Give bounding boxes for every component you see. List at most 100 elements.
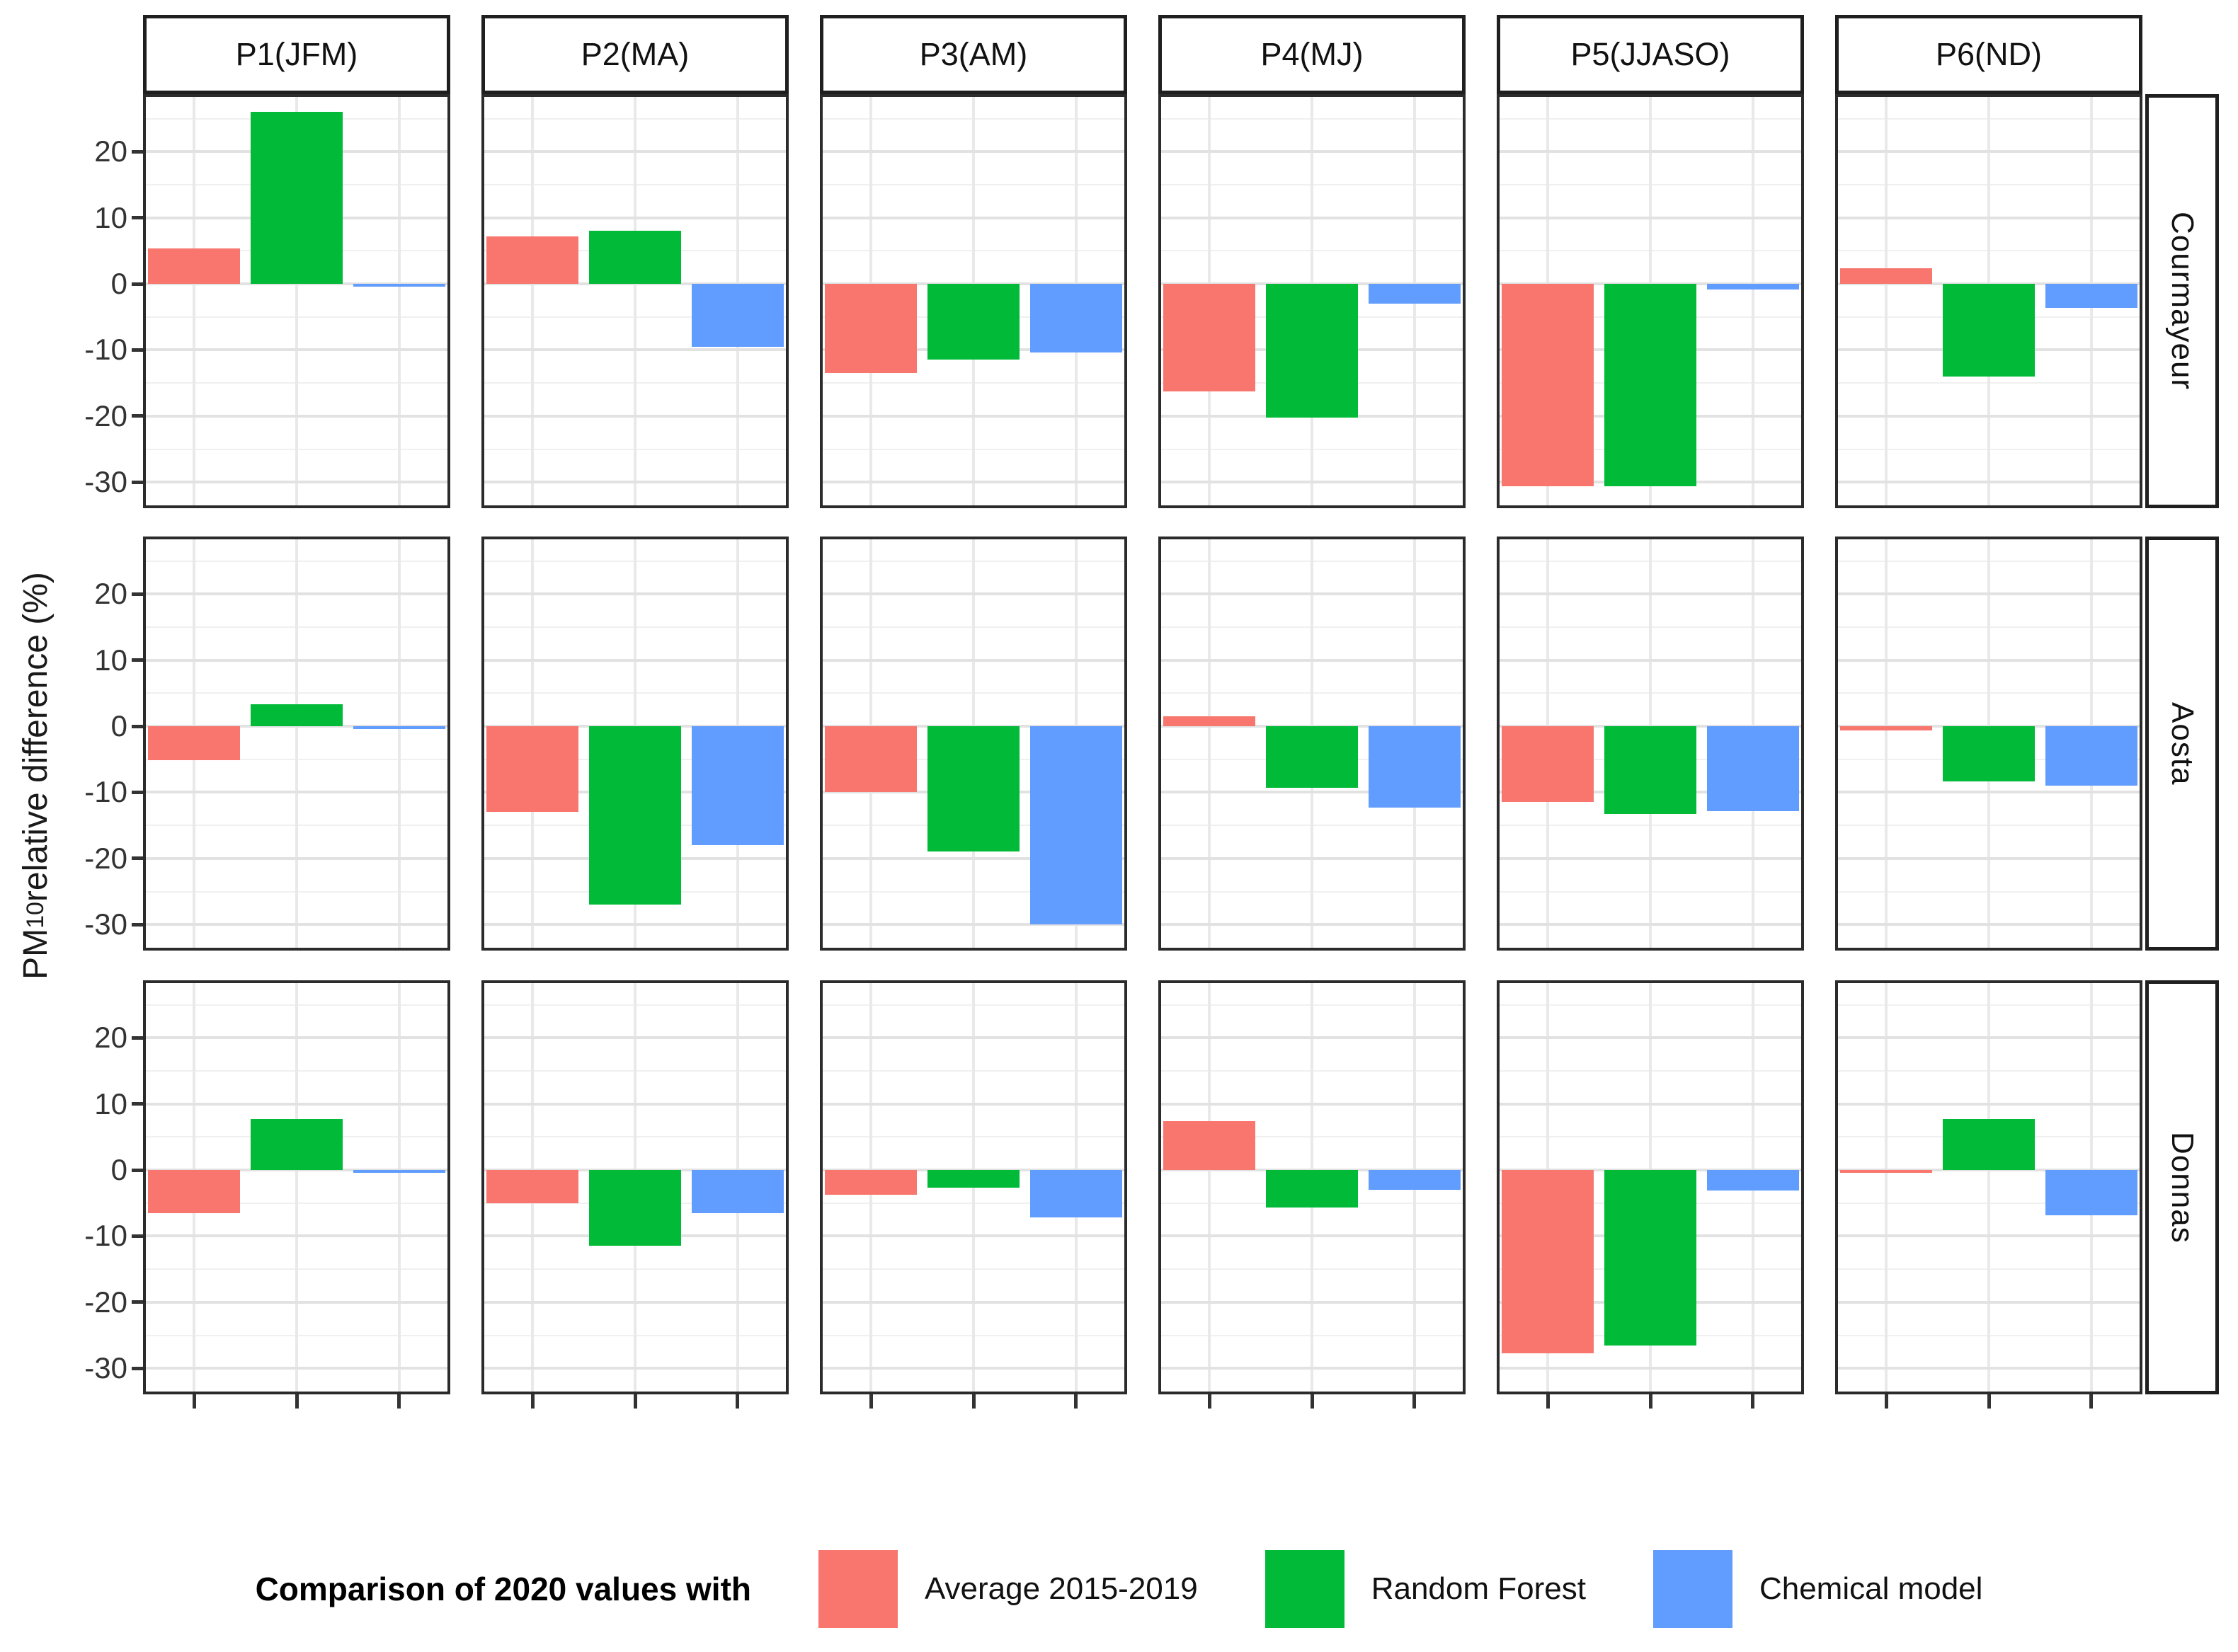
bar-average-2015-2019	[1163, 1121, 1255, 1170]
vertical-gridline	[398, 983, 401, 1392]
panel-donnas-p6-nd	[1835, 980, 2142, 1394]
major-gridline	[1838, 659, 2140, 662]
bar-chemical-model	[353, 284, 445, 287]
major-gridline	[1161, 1036, 1463, 1039]
major-gridline	[146, 1036, 447, 1039]
major-gridline	[484, 217, 786, 219]
major-gridline	[1161, 592, 1463, 595]
y-tick-mark	[132, 1367, 143, 1370]
x-tick-mark	[1311, 1394, 1314, 1409]
major-gridline	[1838, 592, 2140, 595]
x-tick-mark	[869, 1394, 873, 1409]
major-gridline	[484, 1103, 786, 1106]
major-gridline	[146, 857, 447, 860]
major-gridline	[1838, 1367, 2140, 1370]
major-gridline	[823, 923, 1124, 926]
panel-donnas-p2-ma	[481, 980, 789, 1394]
bar-chemical-model	[692, 726, 784, 845]
legend-label: Random Forest	[1371, 1571, 1586, 1606]
y-tick-mark	[132, 282, 143, 286]
facet-row-strip-aosta: Aosta	[2145, 537, 2219, 951]
x-tick-mark	[531, 1394, 535, 1409]
panel-aosta-p2-ma	[481, 537, 789, 951]
bar-random-forest	[251, 1119, 343, 1170]
bar-chemical-model	[1030, 726, 1122, 924]
y-tick-mark	[132, 592, 143, 596]
major-gridline	[484, 659, 786, 662]
major-gridline	[1838, 1301, 2140, 1304]
legend-label: Average 2015-2019	[924, 1571, 1198, 1606]
major-gridline	[146, 1234, 447, 1237]
major-gridline	[823, 659, 1124, 662]
major-gridline	[484, 592, 786, 595]
major-gridline	[1161, 217, 1463, 219]
major-gridline	[1500, 659, 1801, 662]
major-gridline	[146, 1103, 447, 1106]
bar-random-forest	[1943, 284, 2035, 377]
major-gridline	[1838, 1169, 2140, 1171]
y-tick-mark	[132, 1300, 143, 1304]
vertical-gridline	[1208, 983, 1211, 1392]
y-tick-label: 0	[110, 267, 127, 300]
panel-donnas-p3-am	[820, 980, 1127, 1394]
major-gridline	[1500, 1103, 1801, 1106]
bar-average-2015-2019	[1840, 268, 1932, 284]
panel-courmayeur-p6-nd	[1835, 94, 2142, 508]
bar-average-2015-2019	[1840, 726, 1932, 730]
y-tick-mark	[132, 923, 143, 927]
vertical-gridline	[398, 97, 401, 505]
bar-chemical-model	[1707, 726, 1799, 811]
x-tick-mark	[1751, 1394, 1754, 1409]
vertical-gridline	[1885, 539, 1888, 948]
panel-aosta-p6-nd	[1835, 537, 2142, 951]
legend-label: Chemical model	[1759, 1571, 1983, 1606]
panel-aosta-p1-jfm	[143, 537, 450, 951]
x-tick-mark	[1546, 1394, 1550, 1409]
bar-chemical-model	[1369, 726, 1461, 808]
major-gridline	[1161, 481, 1463, 483]
major-gridline	[146, 1367, 447, 1370]
y-tick-label: 0	[110, 1153, 127, 1186]
major-gridline	[1161, 1301, 1463, 1304]
legend-item-chemical-model: Chemical model	[1652, 1550, 1983, 1628]
vertical-gridline	[531, 97, 534, 505]
facet-row-strip-label: Courmayeur	[2165, 212, 2200, 391]
major-gridline	[146, 1169, 447, 1171]
major-gridline	[1838, 217, 2140, 219]
y-tick-mark	[132, 414, 143, 418]
y-tick-label: -30	[84, 1351, 127, 1384]
bar-random-forest	[589, 1170, 681, 1246]
major-gridline	[484, 1036, 786, 1039]
panel-courmayeur-p5-jjaso	[1497, 94, 1804, 508]
bar-average-2015-2019	[1502, 1170, 1594, 1353]
bar-chemical-model	[2045, 726, 2137, 786]
bar-chemical-model	[1369, 1170, 1461, 1190]
facet-col-strip-label: P1(JFM)	[235, 36, 358, 72]
vertical-gridline	[634, 97, 636, 505]
bar-random-forest	[251, 704, 343, 726]
major-gridline	[1161, 1234, 1463, 1237]
facet-col-strip-p2-ma: P2(MA)	[481, 15, 789, 94]
major-gridline	[1500, 1036, 1801, 1039]
major-gridline	[1838, 1036, 2140, 1039]
major-gridline	[146, 481, 447, 483]
y-tick-mark	[132, 150, 143, 154]
x-tick-mark	[1885, 1394, 1888, 1409]
facet-row-strip-label: Donnas	[2165, 1131, 2200, 1244]
y-tick-label: 10	[94, 1087, 127, 1120]
panel-donnas-p4-mj	[1158, 980, 1466, 1394]
bar-random-forest	[1266, 726, 1358, 788]
y-tick-mark	[132, 725, 143, 728]
facet-col-strip-p3-am: P3(AM)	[820, 15, 1127, 94]
y-tick-mark	[132, 1036, 143, 1040]
bar-average-2015-2019	[825, 726, 917, 792]
major-gridline	[1838, 150, 2140, 153]
vertical-gridline	[295, 97, 298, 505]
major-gridline	[823, 481, 1124, 483]
bar-average-2015-2019	[825, 1170, 917, 1195]
major-gridline	[1161, 659, 1463, 662]
major-gridline	[484, 415, 786, 418]
y-tick-mark	[132, 658, 143, 662]
y-tick-mark	[132, 216, 143, 219]
